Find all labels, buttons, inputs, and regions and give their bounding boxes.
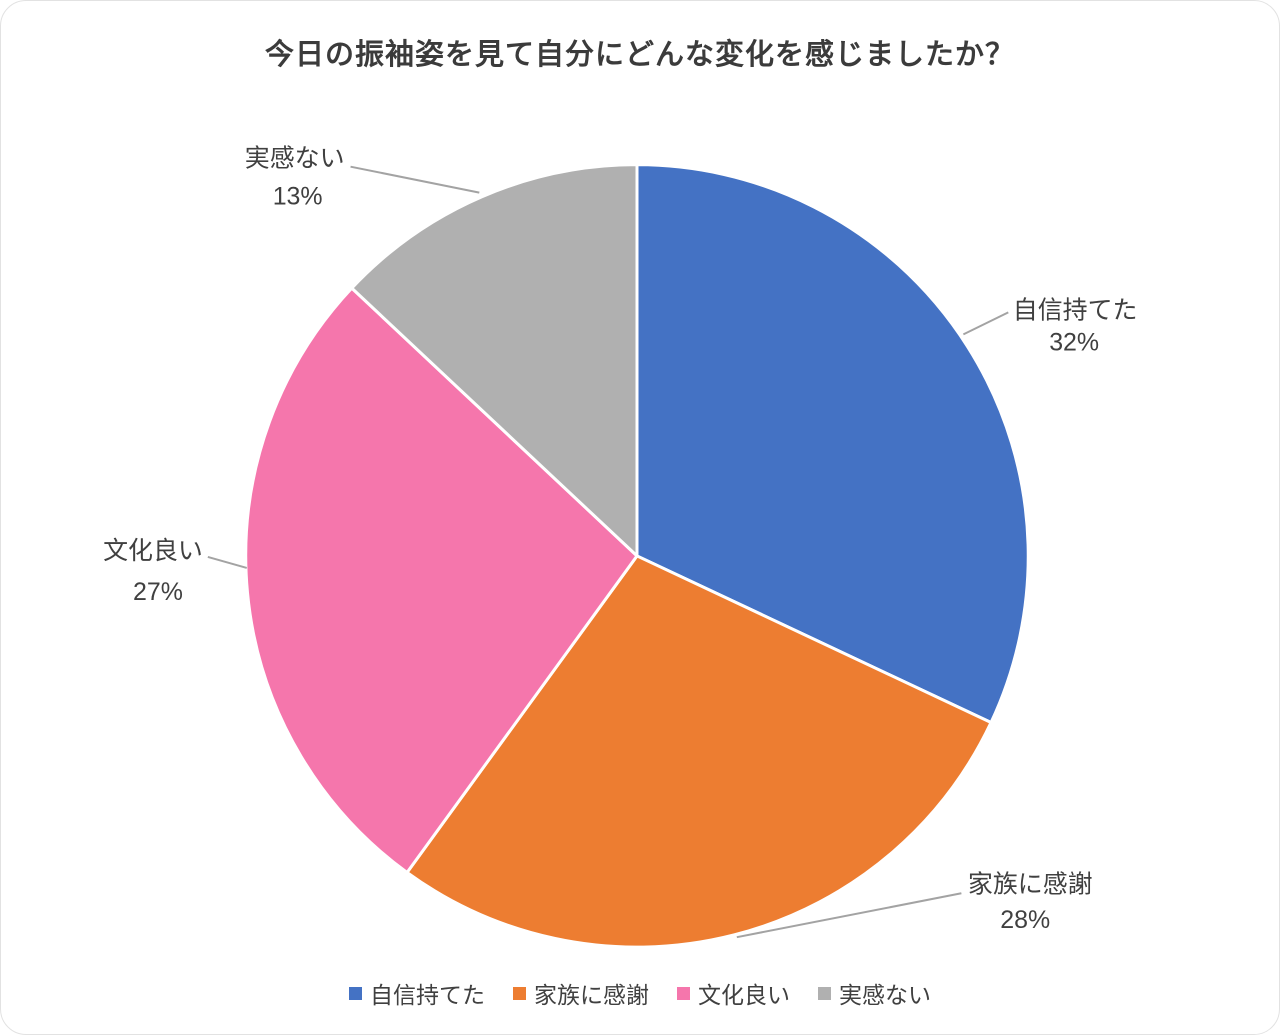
legend-swatch-family-gratitude xyxy=(513,986,526,1000)
pie-slice-family-gratitude xyxy=(405,554,993,949)
legend-label-no-feeling: 実感ない xyxy=(839,982,931,1008)
legend-item-family-gratitude: 家族に感謝 xyxy=(513,976,649,1010)
data-label-name-family-gratitude: 家族に感謝 xyxy=(968,870,1093,898)
legend-item-no-feeling: 実感ない xyxy=(818,976,931,1010)
data-label-pct-family-gratitude: 28% xyxy=(1000,906,1050,934)
data-label-name-confidence: 自信持てた xyxy=(1013,296,1138,324)
chart-legend: 自信持てた 家族に感謝 文化良い 実感ない xyxy=(1,976,1279,1010)
data-label-pct-no-feeling: 13% xyxy=(273,183,323,211)
data-label-pct-culture-good: 27% xyxy=(133,578,183,606)
leader-line-culture-good xyxy=(207,555,248,569)
legend-swatch-culture-good xyxy=(677,986,690,1000)
legend-label-family-gratitude: 家族に感謝 xyxy=(534,982,649,1008)
data-label-name-no-feeling: 実感ない xyxy=(245,145,345,173)
pie-slice-culture-good xyxy=(244,286,639,874)
chart-title: 今日の振袖姿を見て自分にどんな変化を感じましたか？ xyxy=(264,39,1015,71)
legend-item-culture-good: 文化良い xyxy=(677,976,790,1010)
legend-label-culture-good: 文化良い xyxy=(698,982,790,1008)
legend-swatch-confidence xyxy=(349,986,362,1000)
leader-line-family-gratitude xyxy=(736,892,962,939)
legend-item-confidence: 自信持てた xyxy=(349,976,485,1010)
leader-line-no-feeling xyxy=(350,165,480,194)
data-label-name-culture-good: 文化良い xyxy=(103,537,203,565)
legend-label-confidence: 自信持てた xyxy=(370,982,485,1008)
legend-swatch-no-feeling xyxy=(818,986,831,1000)
pie-slice-confidence xyxy=(635,163,1030,725)
leader-line-confidence xyxy=(962,311,1009,336)
pie-slice-no-feeling xyxy=(350,163,639,558)
data-label-pct-confidence: 32% xyxy=(1049,328,1099,356)
